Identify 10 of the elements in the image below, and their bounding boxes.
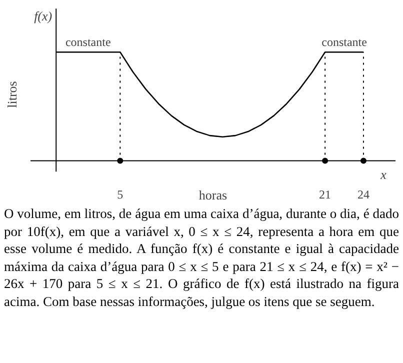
x-tick-label: 24 xyxy=(357,188,370,202)
text: O volume, em litros, de água em uma caixa d’água, durante o dia, é dado por 10f(x), em que a variável x, 0 ≤ x ≤ 24, representa a hora em que esse volume é medido. A função f(x) é constante e igual à capacidade máxima da caixa d’água para 0 ≤ x ≤ 5 e para 21 ≤ x ≤ 24, e f(x) = x² − 26x + 170 para 5 ≤ x ≤ 21. O gráfico de f(x) está ilustrado na figura acima. Com base nessas informações, julgue os itens que se seguem. xyxy=(4,205,399,310)
annotation: constante xyxy=(65,35,111,50)
x-tick-label: 5 xyxy=(117,188,124,202)
x-axis-title: horas xyxy=(198,188,228,202)
text: f(x) xyxy=(34,8,52,24)
x-tick-label: 21 xyxy=(319,188,332,202)
annotation: constante xyxy=(322,35,367,50)
y-axis-title: litros xyxy=(4,81,20,108)
text: x xyxy=(380,166,387,182)
